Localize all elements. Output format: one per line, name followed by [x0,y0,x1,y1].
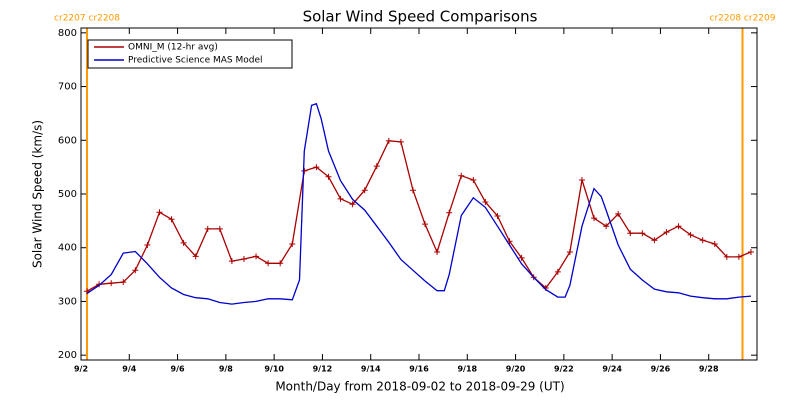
y-tick-label: 800 [58,28,77,39]
point-marker [434,249,441,256]
point-marker [591,215,598,222]
point-marker [458,172,465,179]
point-marker [494,213,501,220]
plot-frame [80,27,758,361]
x-tick-label: 9/28 [699,365,719,374]
point-marker [627,230,634,237]
y-tick-label: 700 [58,82,77,93]
point-marker [337,195,344,202]
x-tick-label: 9/16 [409,365,429,374]
x-tick-label: 9/12 [313,365,333,374]
point-marker [204,225,211,232]
point-marker [168,216,175,223]
point-marker [240,256,247,263]
point-marker [651,237,658,244]
x-axis-label: Month/Day from 2018-09-02 to 2018-09-29 … [275,380,564,394]
point-marker [675,223,682,230]
point-marker [216,225,223,232]
point-marker [325,173,332,180]
x-tick-label: 9/20 [506,365,526,374]
x-tick-label: 9/24 [602,365,622,374]
point-marker [699,237,706,244]
y-tick-label: 600 [58,135,77,146]
x-tick-label: 9/4 [122,365,136,374]
series-line [86,102,752,305]
point-marker [446,209,453,216]
point-marker [265,260,272,267]
point-marker [747,249,754,256]
point-marker [361,187,368,194]
legend-label: OMNI_M (12-hr avg) [128,43,218,53]
y-tick-label: 500 [58,189,77,200]
point-marker [301,167,308,174]
point-marker [192,253,199,260]
point-marker [422,221,429,228]
point-marker [144,242,151,249]
point-marker [409,187,416,194]
point-marker [108,280,115,287]
point-marker [723,253,730,260]
x-tick-label: 9/14 [361,365,381,374]
y-axis-label: Solar Wind Speed (km/s) [31,120,45,268]
point-marker [663,229,670,236]
point-marker [566,249,573,256]
y-tick-label: 200 [58,350,77,361]
point-marker [711,240,718,247]
point-marker [132,267,139,274]
point-marker [385,137,392,144]
y-tick-label: 300 [58,296,77,307]
legend-label: Predictive Science MAS Model [128,56,263,66]
point-marker [228,258,235,265]
x-tick-label: 9/6 [171,365,185,374]
x-tick-label: 9/22 [554,365,574,374]
point-marker [120,279,127,286]
point-marker [349,201,356,208]
point-marker [313,164,320,171]
point-marker [180,239,187,246]
point-marker [373,163,380,170]
point-marker [482,199,489,206]
point-marker [156,209,163,216]
legend-box [87,39,293,69]
point-marker [735,253,742,260]
x-tick-label: 9/8 [219,365,233,374]
point-marker [603,223,610,230]
y-tick-label: 400 [58,243,77,254]
x-tick-label: 9/26 [651,365,671,374]
point-marker [470,177,477,184]
point-marker [578,177,585,184]
x-tick-label: 9/2 [74,365,88,374]
boundary-label: cr2208 cr2209 [710,14,776,24]
x-tick-label: 9/10 [264,365,284,374]
point-marker [687,231,694,238]
point-marker [289,240,296,247]
chart-title: Solar Wind Speed Comparisons [303,8,538,26]
point-marker [518,254,525,261]
point-marker [615,210,622,217]
boundary-label: cr2207 cr2208 [54,14,120,24]
point-marker [277,260,284,267]
point-marker [253,253,260,260]
point-marker [639,230,646,237]
point-marker [397,138,404,145]
point-marker [554,268,561,275]
x-tick-label: 9/18 [457,365,477,374]
